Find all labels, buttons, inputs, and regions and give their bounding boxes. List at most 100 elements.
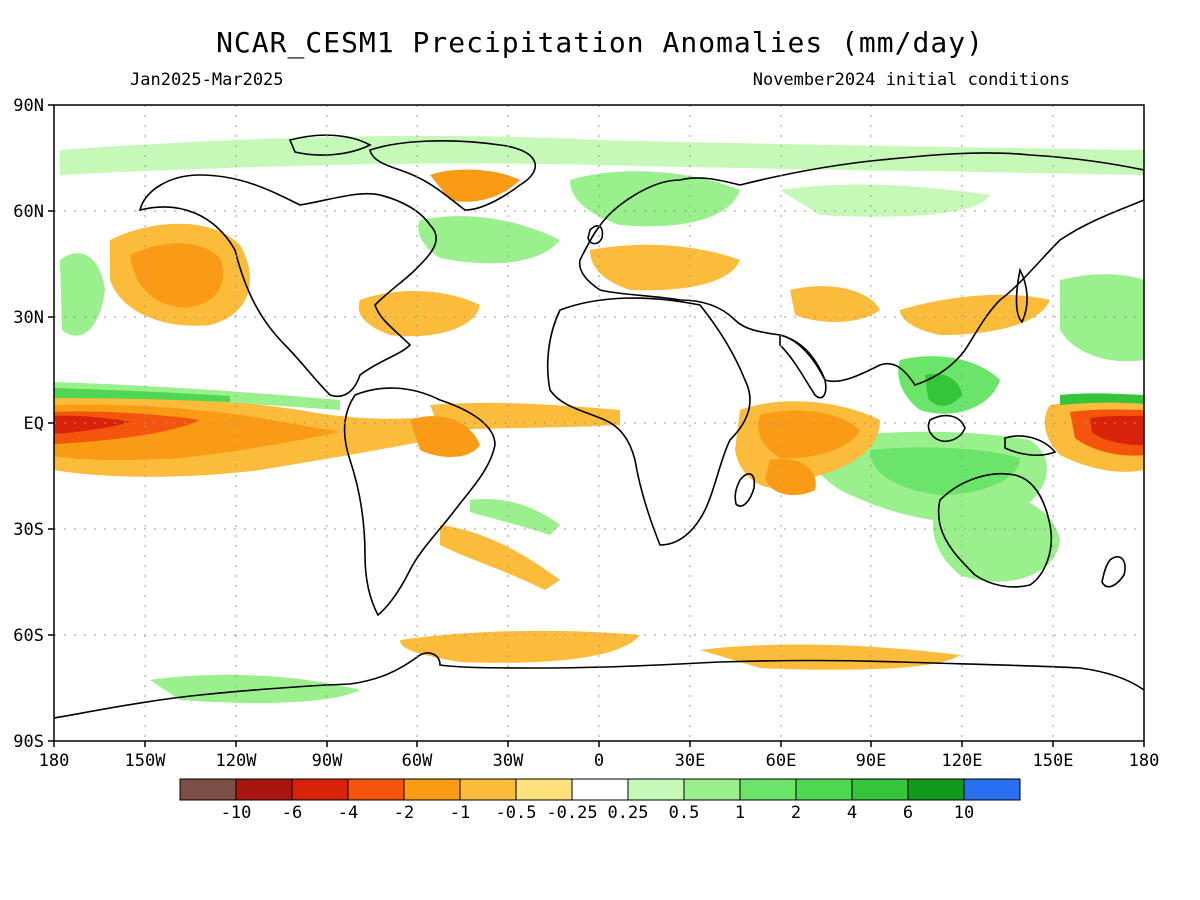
colorbar-swatch bbox=[291, 778, 349, 801]
anomaly-dry-brazil bbox=[410, 416, 480, 457]
anomaly-wet-central-atlantic bbox=[418, 216, 560, 264]
lon-label: 90W bbox=[312, 751, 343, 771]
colorbar-label: -10 bbox=[221, 803, 252, 823]
colorbar-swatch bbox=[403, 778, 461, 801]
colorbar-label: 0.5 bbox=[669, 803, 700, 823]
anomaly-dry-east-pacific-peak bbox=[54, 415, 130, 434]
coast-new-guinea bbox=[1004, 435, 1057, 457]
anomaly-dry-west-indian-ocean-core bbox=[758, 410, 860, 459]
colorbar-label: 4 bbox=[847, 803, 857, 823]
coast-madagascar bbox=[734, 473, 756, 507]
coast-british-isles bbox=[587, 225, 604, 245]
lon-label: 0 bbox=[594, 751, 604, 771]
colorbar-swatch bbox=[907, 778, 965, 801]
colorbar-label: 1 bbox=[735, 803, 745, 823]
anomaly-wet-indian-ocean-core bbox=[870, 447, 1020, 495]
colorbar-swatch bbox=[795, 778, 853, 801]
colorbar-swatch bbox=[235, 778, 293, 801]
colorbar-label: -0.25 bbox=[546, 803, 597, 823]
lon-label: 180 bbox=[39, 751, 70, 771]
colorbar-label: -4 bbox=[338, 803, 358, 823]
anomaly-dry-madagascar bbox=[765, 459, 816, 496]
lon-label: 150E bbox=[1033, 751, 1074, 771]
anomaly-dry-greenland bbox=[430, 169, 520, 202]
colorbar-swatch bbox=[571, 778, 629, 801]
coast-antarctica bbox=[54, 652, 1144, 719]
colorbar-swatch bbox=[851, 778, 909, 801]
anomaly-dry-equatorial-atlantic bbox=[430, 402, 620, 430]
anomaly-wet-north-pacific-west bbox=[1060, 274, 1144, 362]
colorbar-swatch bbox=[739, 778, 797, 801]
latitude-labels: 90N 60N 30N EQ 30S 60S 90S bbox=[13, 96, 44, 752]
lon-label: 60W bbox=[402, 751, 433, 771]
forecast-period: Jan2025-Mar2025 bbox=[130, 70, 284, 90]
colorbar-label: -6 bbox=[282, 803, 302, 823]
lat-label: 90N bbox=[13, 96, 44, 116]
colorbar bbox=[179, 778, 1021, 801]
anomaly-wet-northeast-pacific bbox=[60, 253, 105, 336]
colorbar-swatch bbox=[515, 778, 573, 801]
coast-japan bbox=[1015, 267, 1028, 324]
lon-label: 60E bbox=[766, 751, 797, 771]
anomaly-wet-south-atlantic bbox=[470, 499, 560, 535]
anomaly-wet-arctic bbox=[60, 135, 1144, 175]
colorbar-labels: -10 -6 -4 -2 -1 -0.5 -0.25 0.25 0.5 1 2 4 6 10 bbox=[221, 803, 975, 823]
colorbar-label: 0.25 bbox=[608, 803, 649, 823]
anomaly-dry-east-asia bbox=[900, 294, 1050, 335]
anomaly-dry-north-atlantic bbox=[358, 290, 480, 337]
colorbar-swatch bbox=[347, 778, 405, 801]
colorbar-label: -1 bbox=[450, 803, 470, 823]
initial-conditions: November2024 initial conditions bbox=[752, 70, 1070, 90]
coast-north-america bbox=[138, 174, 437, 397]
coast-new-zealand bbox=[1101, 556, 1126, 588]
coast-india bbox=[779, 333, 827, 399]
anomaly-wet-europe bbox=[570, 171, 740, 227]
lon-label: 30E bbox=[675, 751, 706, 771]
coast-south-america bbox=[343, 387, 496, 617]
colorbar-label: -0.5 bbox=[496, 803, 537, 823]
anomaly-field bbox=[54, 135, 1144, 703]
lat-label: 60S bbox=[13, 626, 44, 646]
anomaly-dry-asia bbox=[790, 286, 880, 322]
lon-label: 150W bbox=[125, 751, 167, 771]
colorbar-label: -2 bbox=[394, 803, 414, 823]
anomaly-dry-south-atlantic bbox=[440, 525, 560, 590]
lon-label: 180 bbox=[1129, 751, 1160, 771]
coast-arctic-islands bbox=[288, 134, 372, 156]
anomaly-wet-southern-pacific bbox=[150, 674, 360, 703]
axis-ticks bbox=[48, 104, 1145, 747]
anomaly-dry-west-pacific-max bbox=[1090, 415, 1144, 446]
anomaly-dry-southern-indian bbox=[700, 644, 960, 670]
coast-australia bbox=[937, 472, 1053, 588]
colorbar-swatch bbox=[179, 778, 237, 801]
lat-label: 30N bbox=[13, 308, 44, 328]
gridlines bbox=[54, 105, 1144, 741]
anomaly-dry-mediterranean bbox=[590, 244, 740, 291]
coast-greenland bbox=[369, 140, 537, 211]
colorbar-label: 6 bbox=[903, 803, 913, 823]
lon-label: 120W bbox=[216, 751, 258, 771]
lat-label: 60N bbox=[13, 202, 44, 222]
anomaly-dry-north-pacific-core bbox=[130, 243, 224, 308]
lat-label: 90S bbox=[13, 732, 44, 752]
lat-label: 30S bbox=[13, 520, 44, 540]
longitude-labels: 180 150W 120W 90W 60W 30W 0 30E 60E 90E … bbox=[39, 751, 1160, 771]
coast-borneo bbox=[927, 414, 966, 442]
colorbar-label: 10 bbox=[954, 803, 974, 823]
map-title: NCAR_CESM1 Precipitation Anomalies (mm/d… bbox=[216, 26, 984, 59]
anomaly-wet-west-pacific-band bbox=[1060, 393, 1144, 405]
anomaly-wet-australia bbox=[932, 493, 1060, 582]
coastlines bbox=[54, 134, 1144, 719]
lat-label: EQ bbox=[24, 414, 44, 434]
colorbar-swatch bbox=[683, 778, 741, 801]
colorbar-swatch bbox=[459, 778, 517, 801]
anomaly-wet-itcz-core bbox=[54, 388, 230, 402]
lon-label: 30W bbox=[493, 751, 524, 771]
colorbar-label: 2 bbox=[791, 803, 801, 823]
lon-label: 90E bbox=[856, 751, 887, 771]
coast-africa bbox=[546, 297, 751, 546]
lon-label: 120E bbox=[942, 751, 983, 771]
anomaly-wet-south-china-sea-core bbox=[925, 373, 962, 406]
anomaly-wet-siberia bbox=[780, 184, 990, 217]
